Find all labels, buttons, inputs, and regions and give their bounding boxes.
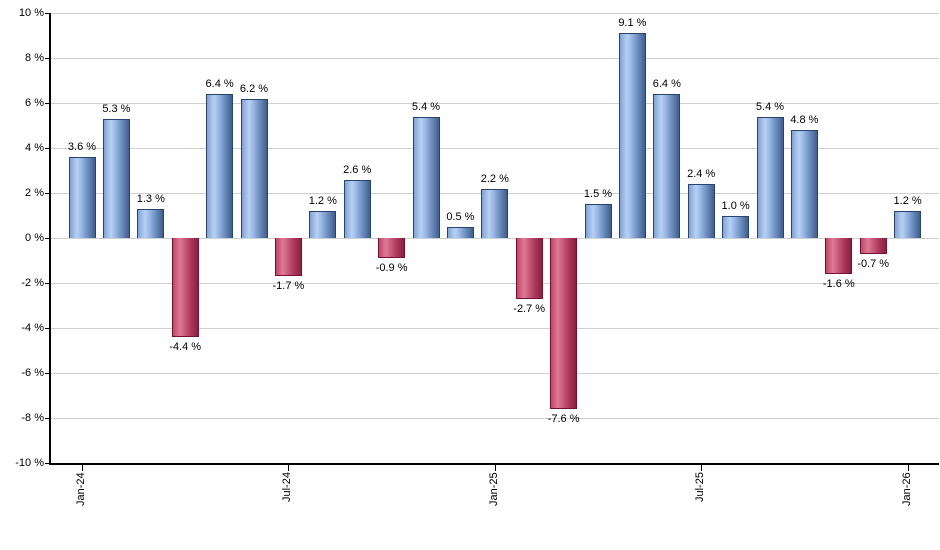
bar-May-25[interactable] bbox=[618, 33, 646, 238]
y-axis-tick bbox=[45, 418, 50, 419]
y-axis-tick-label: -4 % bbox=[21, 322, 44, 334]
bar-Sep-25[interactable] bbox=[756, 116, 784, 238]
gridline bbox=[50, 282, 939, 284]
y-axis-tick-label: 10 % bbox=[18, 7, 44, 19]
bar-value-label: 1.5 % bbox=[583, 188, 613, 201]
gridline bbox=[50, 57, 939, 59]
bar-May-24[interactable] bbox=[206, 94, 234, 238]
bar-value-label: 5.4 % bbox=[411, 100, 441, 113]
bar-Aug-25[interactable] bbox=[722, 215, 750, 238]
bar-Jul-24[interactable] bbox=[274, 238, 302, 277]
y-axis-tick bbox=[45, 283, 50, 284]
bar-Apr-25[interactable] bbox=[584, 204, 612, 238]
x-axis-tick bbox=[701, 465, 703, 471]
bar-value-label: -0.7 % bbox=[857, 257, 890, 270]
bar-value-label: 6.2 % bbox=[239, 82, 269, 95]
y-axis-tick-label: 6 % bbox=[25, 97, 44, 109]
bar-value-label: 2.4 % bbox=[687, 168, 716, 180]
bar-Aug-24[interactable] bbox=[309, 211, 337, 238]
bar-value-label: -1.7 % bbox=[272, 280, 305, 293]
bar-Nov-24[interactable] bbox=[412, 116, 440, 238]
y-axis-tick-label: 2 % bbox=[25, 187, 44, 199]
bar-value-label: 1.0 % bbox=[721, 199, 750, 212]
bar-value-label: 5.3 % bbox=[102, 102, 131, 115]
x-axis-tick-label: Jul-24 bbox=[281, 472, 294, 502]
bar-value-label: 2.6 % bbox=[343, 163, 372, 176]
bar-value-label: 1.2 % bbox=[308, 195, 337, 207]
y-axis-tick bbox=[45, 238, 50, 239]
bar-value-label: 2.2 % bbox=[480, 172, 509, 185]
bar-Jan-26[interactable] bbox=[894, 211, 922, 238]
y-axis-tick bbox=[45, 103, 50, 104]
gridline bbox=[50, 237, 939, 239]
bar-value-label: -4.4 % bbox=[169, 341, 202, 353]
y-axis-tick-label: -10 % bbox=[15, 457, 44, 469]
gridline bbox=[50, 12, 939, 14]
y-axis-tick bbox=[45, 328, 50, 329]
gridline bbox=[50, 147, 939, 149]
bar-value-label: -0.9 % bbox=[375, 262, 408, 275]
y-axis-tick bbox=[45, 373, 50, 374]
x-axis-line bbox=[49, 463, 939, 465]
bar-Mar-24[interactable] bbox=[137, 208, 165, 238]
y-axis-tick bbox=[45, 193, 50, 194]
y-axis-tick-label: -6 % bbox=[21, 367, 44, 379]
bar-value-label: 5.4 % bbox=[755, 100, 785, 113]
x-axis-tick-label: Jan-26 bbox=[900, 472, 913, 506]
gridline bbox=[50, 417, 939, 419]
y-axis-tick bbox=[45, 58, 50, 59]
bar-value-label: 4.8 % bbox=[790, 114, 819, 126]
gridline bbox=[50, 327, 939, 329]
bar-Dec-24[interactable] bbox=[446, 226, 474, 238]
bar-value-label: 0.5 % bbox=[446, 210, 475, 223]
y-axis-line bbox=[49, 13, 51, 465]
bar-Jan-24[interactable] bbox=[68, 157, 96, 238]
bar-value-label: 3.6 % bbox=[67, 141, 97, 153]
gridline bbox=[50, 372, 939, 374]
bar-Mar-25[interactable] bbox=[550, 238, 578, 409]
y-axis-tick-label: -2 % bbox=[21, 277, 44, 289]
x-axis-tick bbox=[907, 465, 909, 471]
bar-Jun-25[interactable] bbox=[653, 94, 681, 238]
bar-Apr-24[interactable] bbox=[171, 238, 199, 337]
x-axis-tick bbox=[82, 465, 83, 471]
bar-value-label: -2.7 % bbox=[513, 302, 546, 315]
y-axis-tick bbox=[45, 463, 50, 464]
bar-value-label: 1.2 % bbox=[893, 195, 922, 207]
bar-Oct-25[interactable] bbox=[790, 130, 818, 238]
y-axis-tick bbox=[45, 13, 50, 14]
bar-Jan-25[interactable] bbox=[481, 188, 509, 238]
gridline bbox=[50, 102, 939, 104]
x-axis-tick-label: Jan-24 bbox=[75, 472, 87, 506]
x-axis-tick-label: Jul-25 bbox=[694, 472, 707, 502]
bar-value-label: -1.6 % bbox=[822, 278, 855, 290]
bar-value-label: 9.1 % bbox=[618, 17, 647, 30]
x-axis-tick-label: Jan-25 bbox=[487, 472, 500, 506]
bar-Feb-24[interactable] bbox=[102, 118, 130, 238]
bar-value-label: 6.4 % bbox=[652, 78, 681, 90]
bar-Sep-24[interactable] bbox=[343, 179, 371, 238]
bar-Nov-25[interactable] bbox=[825, 238, 853, 274]
bar-Feb-25[interactable] bbox=[515, 238, 543, 299]
bar-value-label: 1.3 % bbox=[136, 192, 165, 205]
bar-value-label: 6.4 % bbox=[205, 78, 234, 90]
bar-value-label: -7.6 % bbox=[547, 413, 580, 425]
y-axis-tick-label: 4 % bbox=[25, 142, 44, 154]
bar-Dec-25[interactable] bbox=[859, 238, 887, 254]
y-axis-tick-label: 0 % bbox=[25, 232, 44, 244]
y-axis-tick bbox=[45, 148, 50, 149]
x-axis-tick bbox=[494, 465, 496, 471]
y-axis-tick-label: 8 % bbox=[25, 52, 44, 64]
bar-Jun-24[interactable] bbox=[240, 98, 268, 238]
y-axis-tick-label: -8 % bbox=[21, 412, 44, 424]
bar-Jul-25[interactable] bbox=[687, 184, 715, 238]
bar-Oct-24[interactable] bbox=[378, 238, 406, 259]
x-axis-tick bbox=[288, 465, 290, 471]
